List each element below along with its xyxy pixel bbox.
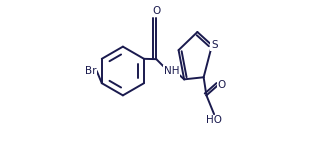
Text: HO: HO bbox=[206, 115, 222, 125]
Text: Br: Br bbox=[85, 66, 96, 76]
Text: S: S bbox=[211, 40, 218, 50]
Text: O: O bbox=[152, 6, 160, 16]
Text: NH: NH bbox=[164, 66, 179, 76]
Text: O: O bbox=[218, 80, 226, 90]
